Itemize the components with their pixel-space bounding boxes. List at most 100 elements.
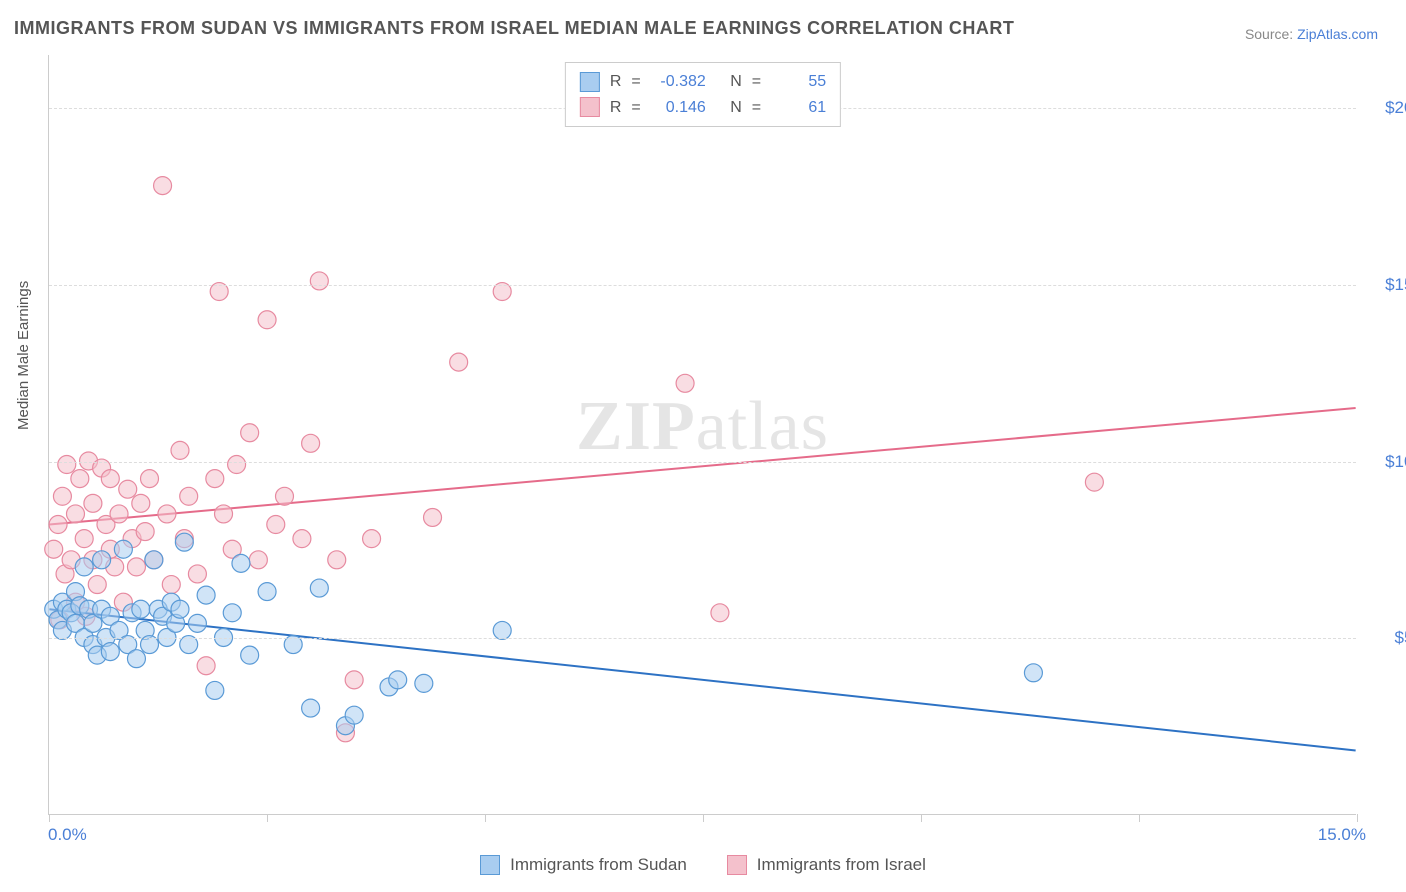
y-tick-label: $100,000 [1366,452,1406,472]
legend-label-israel: Immigrants from Israel [757,855,926,875]
sudan-point [197,586,215,604]
sudan-point [101,643,119,661]
y-tick-label: $200,000 [1366,98,1406,118]
n-label: N [730,95,742,121]
y-tick-label: $50,000 [1366,628,1406,648]
israel-point [75,530,93,548]
bottom-legend: Immigrants from Sudan Immigrants from Is… [0,855,1406,875]
sudan-point [415,674,433,692]
israel-point [197,657,215,675]
chart-title: IMMIGRANTS FROM SUDAN VS IMMIGRANTS FROM… [14,18,1014,39]
sudan-point [241,646,259,664]
legend-item-israel: Immigrants from Israel [727,855,926,875]
n-label: N [730,69,742,95]
israel-point [345,671,363,689]
y-axis-label: Median Male Earnings [15,281,32,430]
israel-point [424,508,442,526]
plot-area: ZIPatlas $50,000$100,000$150,000$200,000 [48,55,1356,815]
swatch-israel-bottom [727,855,747,875]
israel-point [228,456,246,474]
r-label: R [610,69,622,95]
sudan-point [145,551,163,569]
eq-label: = [631,69,640,95]
israel-point [49,516,67,534]
israel-point [293,530,311,548]
sudan-point [302,699,320,717]
sudan-point [175,533,193,551]
swatch-israel [580,97,600,117]
stats-legend: R = -0.382 N = 55 R = 0.146 N = 61 [565,62,841,127]
israel-r-value: 0.146 [651,95,706,121]
israel-point [363,530,381,548]
israel-point [206,470,224,488]
israel-point [450,353,468,371]
israel-point [45,540,63,558]
sudan-point [93,551,111,569]
source-attribution: Source: ZipAtlas.com [1245,26,1378,42]
sudan-point [1024,664,1042,682]
israel-point [66,505,84,523]
israel-point [101,470,119,488]
sudan-point [171,600,189,618]
israel-point [188,565,206,583]
sudan-point [223,604,241,622]
israel-point [302,434,320,452]
y-tick-label: $150,000 [1366,275,1406,295]
israel-point [162,576,180,594]
israel-point [136,523,154,541]
sudan-r-value: -0.382 [651,69,706,95]
source-link[interactable]: ZipAtlas.com [1297,26,1378,42]
source-prefix: Source: [1245,26,1297,42]
israel-point [119,480,137,498]
sudan-point [114,540,132,558]
israel-point [310,272,328,290]
x-axis-min-label: 0.0% [48,825,87,845]
sudan-point [127,650,145,668]
israel-point [676,374,694,392]
israel-point [110,505,128,523]
israel-point [132,494,150,512]
sudan-point [310,579,328,597]
stats-row-sudan: R = -0.382 N = 55 [580,69,826,95]
plot-svg [49,55,1356,814]
eq-label: = [752,95,761,121]
eq-label: = [752,69,761,95]
sudan-point [132,600,150,618]
israel-point [215,505,233,523]
stats-row-israel: R = 0.146 N = 61 [580,95,826,121]
sudan-point [75,558,93,576]
israel-point [711,604,729,622]
israel-point [249,551,267,569]
israel-point [71,470,89,488]
r-label: R [610,95,622,121]
israel-n-value: 61 [771,95,826,121]
israel-point [58,456,76,474]
sudan-point [389,671,407,689]
israel-point [127,558,145,576]
israel-point [53,487,71,505]
eq-label: = [631,95,640,121]
israel-point [141,470,159,488]
israel-point [180,487,198,505]
chart-container: IMMIGRANTS FROM SUDAN VS IMMIGRANTS FROM… [0,0,1406,892]
israel-point [171,441,189,459]
israel-point [158,505,176,523]
sudan-point [258,583,276,601]
sudan-trendline [49,609,1355,750]
swatch-sudan [580,72,600,92]
israel-point [1085,473,1103,491]
sudan-point [206,681,224,699]
israel-point [267,516,285,534]
israel-point [84,494,102,512]
legend-item-sudan: Immigrants from Sudan [480,855,687,875]
sudan-point [493,621,511,639]
israel-point [241,424,259,442]
legend-label-sudan: Immigrants from Sudan [510,855,687,875]
israel-point [328,551,346,569]
swatch-sudan-bottom [480,855,500,875]
x-axis-max-label: 15.0% [1318,825,1366,845]
sudan-n-value: 55 [771,69,826,95]
sudan-point [188,614,206,632]
israel-point [258,311,276,329]
sudan-point [232,554,250,572]
